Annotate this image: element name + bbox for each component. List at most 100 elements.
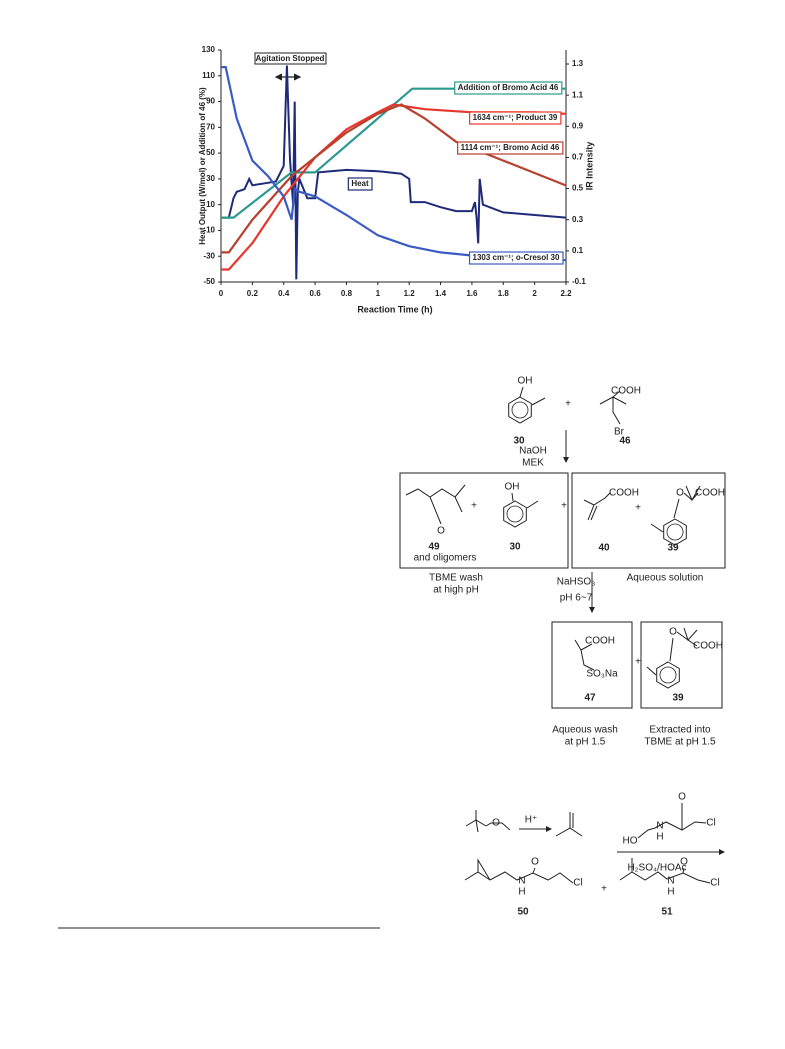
scheme-label: Aqueous wash <box>552 725 618 736</box>
legend-box <box>468 251 564 265</box>
scheme-label: 49 <box>428 542 440 553</box>
y-tick-label: 130 <box>202 45 216 54</box>
ring <box>656 661 680 689</box>
legend-box <box>347 177 373 191</box>
scheme-label: H <box>518 887 525 898</box>
scheme-label: OH <box>518 376 533 387</box>
scheme-label: COOH <box>609 488 639 499</box>
scheme-label: at pH 1.5 <box>565 737 606 748</box>
bond <box>590 505 598 521</box>
x-tick-label: 0.4 <box>278 289 290 298</box>
y-axis-title: Heat Output (W/mol) or Addition of 46 (%… <box>198 87 207 245</box>
scheme-label: O <box>531 857 539 868</box>
bond <box>673 498 680 519</box>
y-tick-label: -50 <box>203 277 215 286</box>
x-tick-label: 1.2 <box>404 289 416 298</box>
x-tick-label: 0.8 <box>341 289 353 298</box>
scheme-label: COOH <box>611 386 641 397</box>
bond <box>612 390 621 398</box>
bond <box>532 867 536 874</box>
legend-box <box>454 81 563 95</box>
y2-tick-label: 1.1 <box>572 90 584 99</box>
x-tick-label: 1.8 <box>498 289 510 298</box>
scheme-label: O <box>437 526 445 537</box>
x-tick-label: 0 <box>219 289 224 298</box>
scheme-label: 50 <box>517 907 529 918</box>
scheme-label: OH <box>505 482 520 493</box>
scheme-label: O <box>678 792 686 803</box>
bond <box>612 396 627 405</box>
bond <box>511 492 514 502</box>
scheme-label: H⁺ <box>525 815 538 826</box>
bond <box>669 637 674 662</box>
box <box>571 472 726 569</box>
bond <box>526 500 539 509</box>
scheme-label: pH 6~7 <box>560 593 593 604</box>
scheme-label: + <box>635 657 641 668</box>
y2-tick-label: 0.1 <box>572 246 584 255</box>
bond <box>405 488 463 513</box>
scheme-label: N <box>667 876 674 887</box>
ring-bond <box>511 401 529 419</box>
chart: Reaction Time (h) Heat Output (W/mol) or… <box>198 45 594 314</box>
y-tick-label: -10 <box>203 226 215 235</box>
scheme-label: 46 <box>619 436 631 447</box>
scheme-label: COOH <box>585 636 615 647</box>
bond <box>464 858 574 884</box>
bond <box>646 666 657 676</box>
y2-tick-label: 0.3 <box>572 215 584 224</box>
scheme-label: N <box>518 876 525 887</box>
scheme-label: Cl <box>573 878 582 889</box>
scheme-label: COOH <box>693 641 723 652</box>
scheme-label: H <box>667 887 674 898</box>
annotation-box <box>254 52 327 65</box>
y-tick-label: 10 <box>206 200 215 209</box>
scheme-label: + <box>471 501 477 512</box>
y2-tick-label: 1.3 <box>572 59 584 68</box>
ring-bond <box>506 505 524 523</box>
ring-bond <box>659 666 677 684</box>
scheme-label: HO <box>623 836 638 847</box>
bond <box>574 639 595 671</box>
legend-label: 1634 cm⁻¹; Product 39 <box>473 113 558 122</box>
box <box>399 472 569 569</box>
bond <box>682 867 685 874</box>
bond <box>583 499 595 506</box>
scheme-label: O <box>676 488 684 499</box>
bond <box>619 858 711 884</box>
bond <box>587 492 611 521</box>
y2-tick-label: -0.1 <box>572 277 586 286</box>
y2-axis-title: IR Intensity <box>584 142 594 191</box>
x-tick-label: 2 <box>532 289 537 298</box>
bond <box>637 821 707 839</box>
x-tick-label: 1 <box>376 289 381 298</box>
scheme-label: + <box>565 399 571 410</box>
bond <box>454 484 466 498</box>
scheme-label: 39 <box>667 543 679 554</box>
scheme-label: Cl <box>710 878 719 889</box>
y-tick-label: 30 <box>206 174 215 183</box>
legend-box <box>469 111 562 125</box>
x-tick-label: 1.6 <box>466 289 478 298</box>
scheme-label: 30 <box>513 436 525 447</box>
y-tick-label: 90 <box>206 97 215 106</box>
y-tick-label: 110 <box>202 71 215 80</box>
scheme-label: + <box>635 503 641 514</box>
scheme-label: COOH <box>695 488 725 499</box>
y2-tick-label: 0.7 <box>572 153 584 162</box>
scheme-label: O <box>669 627 677 638</box>
ring <box>508 396 532 424</box>
bond <box>429 496 442 525</box>
bond <box>555 812 583 837</box>
bond <box>599 396 621 425</box>
box <box>640 621 723 709</box>
scheme-label: 39 <box>672 693 684 704</box>
scheme-label: TBME at pH 1.5 <box>644 737 716 748</box>
x-tick-label: 0.2 <box>247 289 259 298</box>
y2-tick-label: 0.5 <box>572 184 584 193</box>
legend-label: Addition of Bromo Acid 46 <box>458 83 559 92</box>
box <box>551 621 633 709</box>
scheme-label: Extracted into <box>649 725 711 736</box>
